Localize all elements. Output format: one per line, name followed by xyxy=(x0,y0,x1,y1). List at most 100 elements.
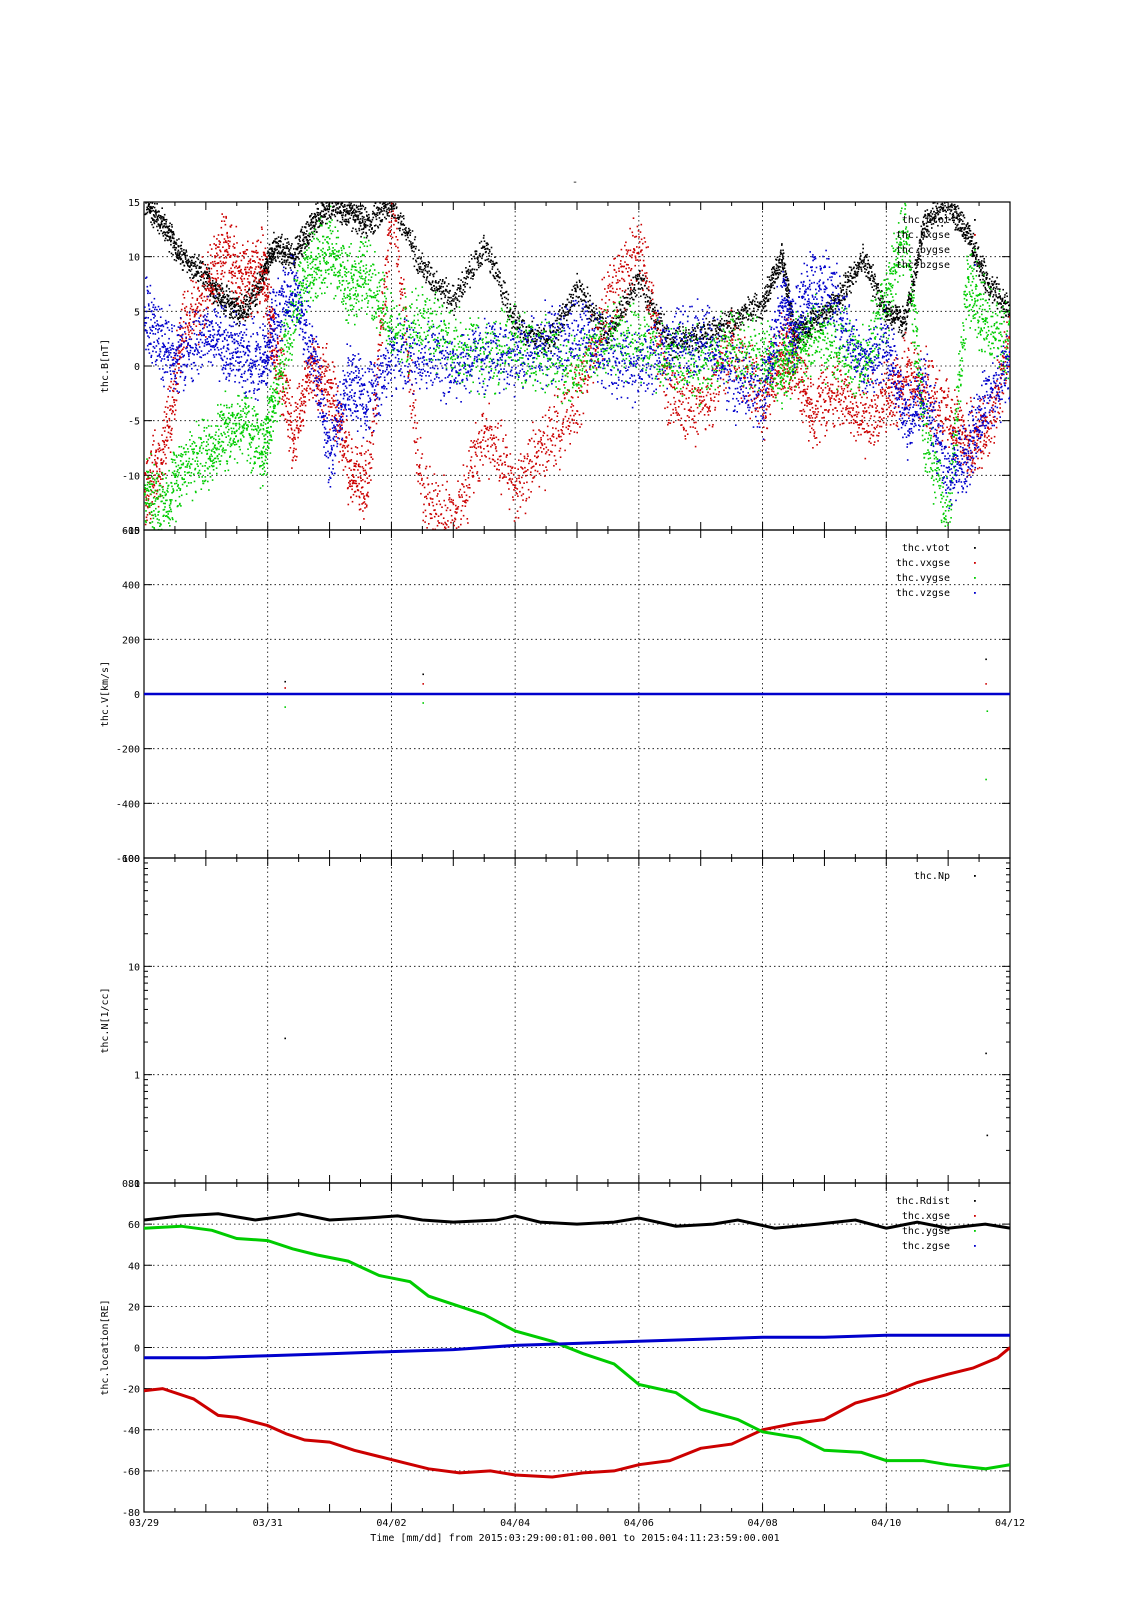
data-point xyxy=(174,243,177,245)
data-point xyxy=(829,306,832,309)
data-point xyxy=(685,331,687,334)
data-point xyxy=(197,258,200,261)
data-point xyxy=(166,421,168,423)
data-point xyxy=(860,268,863,271)
data-point xyxy=(144,197,146,199)
data-point xyxy=(224,249,226,252)
data-point xyxy=(182,269,184,271)
data-point xyxy=(924,210,927,212)
data-point xyxy=(983,261,986,264)
data-point xyxy=(886,315,889,318)
data-point xyxy=(289,267,292,269)
data-point xyxy=(964,240,967,242)
data-point xyxy=(356,216,358,218)
data-point xyxy=(661,324,664,327)
data-point xyxy=(664,336,666,339)
data-point xyxy=(896,314,898,316)
data-point xyxy=(740,308,743,311)
data-point xyxy=(854,273,857,276)
data-point xyxy=(307,234,309,237)
data-point xyxy=(262,265,265,268)
data-point xyxy=(472,275,474,277)
data-point xyxy=(831,306,833,308)
data-point xyxy=(153,484,156,487)
data-point xyxy=(679,330,681,332)
data-point xyxy=(155,214,157,216)
data-point xyxy=(535,333,537,335)
data-point xyxy=(756,301,759,303)
data-point xyxy=(190,279,192,282)
data-point xyxy=(292,262,295,264)
data-point xyxy=(159,227,161,229)
data-point xyxy=(519,336,521,339)
data-point xyxy=(422,275,425,278)
data-point xyxy=(470,254,472,256)
data-point xyxy=(248,303,251,305)
data-point xyxy=(698,350,700,352)
data-point xyxy=(443,302,445,304)
data-point xyxy=(383,207,386,209)
data-point xyxy=(898,329,901,331)
data-point xyxy=(512,316,515,319)
data-point xyxy=(523,330,526,333)
data-point xyxy=(799,337,801,339)
data-point xyxy=(749,312,752,314)
data-point xyxy=(493,275,495,278)
data-point xyxy=(225,290,228,292)
data-point xyxy=(840,291,842,294)
data-point xyxy=(636,294,638,296)
data-point xyxy=(917,247,920,250)
data-point xyxy=(467,276,469,279)
data-point xyxy=(250,270,252,273)
data-point xyxy=(406,233,408,235)
data-point xyxy=(765,291,767,293)
data-point xyxy=(175,259,178,262)
data-point xyxy=(231,276,233,279)
data-point xyxy=(636,279,638,281)
data-point xyxy=(766,276,769,278)
data-point xyxy=(157,505,160,508)
data-point xyxy=(842,289,844,291)
data-point xyxy=(773,280,775,283)
data-point xyxy=(752,313,754,316)
data-point xyxy=(768,278,771,281)
data-point xyxy=(157,229,159,232)
data-point xyxy=(214,263,217,265)
data-point xyxy=(861,259,863,262)
data-point xyxy=(259,267,262,270)
data-point xyxy=(195,267,198,269)
data-point xyxy=(308,235,311,238)
data-point xyxy=(929,219,931,221)
data-point xyxy=(824,316,827,319)
data-point xyxy=(650,303,653,306)
data-point xyxy=(796,319,799,322)
data-point xyxy=(166,424,169,427)
data-point xyxy=(177,251,179,253)
data-point xyxy=(754,303,756,306)
data-point xyxy=(158,444,161,446)
data-point xyxy=(345,218,347,221)
data-point xyxy=(774,269,777,272)
data-point xyxy=(761,309,763,311)
data-point xyxy=(674,356,676,359)
data-point xyxy=(262,293,264,295)
data-point xyxy=(894,317,897,319)
data-point xyxy=(250,315,253,318)
data-point xyxy=(987,291,990,294)
data-point xyxy=(701,334,704,336)
data-point xyxy=(291,243,293,245)
data-point xyxy=(488,249,491,251)
data-point xyxy=(663,326,666,329)
data-point xyxy=(333,199,335,201)
data-point xyxy=(265,262,268,265)
data-point xyxy=(202,281,205,284)
data-point xyxy=(817,315,819,318)
data-point xyxy=(413,245,415,248)
data-point xyxy=(173,246,176,249)
data-point xyxy=(275,388,277,391)
data-point xyxy=(160,462,163,464)
data-point xyxy=(616,316,619,319)
data-point xyxy=(951,217,953,219)
data-point xyxy=(564,314,567,316)
data-point xyxy=(237,297,239,299)
